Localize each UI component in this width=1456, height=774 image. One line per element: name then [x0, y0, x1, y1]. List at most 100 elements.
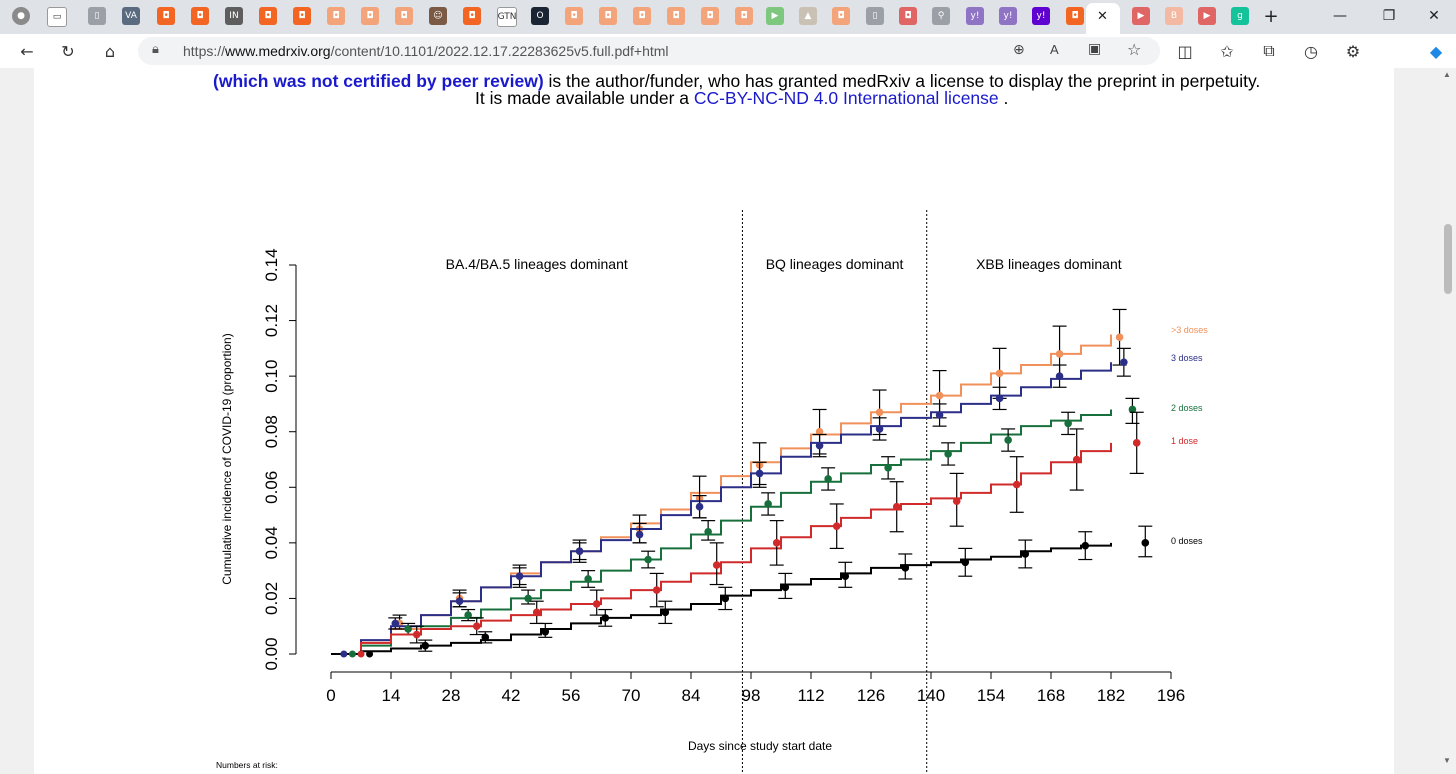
incidence-chart: 0 14 28 42 56 70 84 98 112 126 140 154 168 182 196 0.00…	[216, 210, 1208, 774]
news-tab-icon[interactable]: IN	[225, 7, 243, 25]
profile-icon[interactable]: ●	[12, 7, 30, 25]
substack-tab-icon[interactable]: ◘	[633, 7, 651, 25]
substack-tab-icon[interactable]: ◘	[259, 7, 277, 25]
start-point	[366, 650, 374, 658]
vertical-scrollbar[interactable]: ▲ ▼	[1440, 68, 1456, 774]
estimate-point	[884, 464, 892, 472]
new-tab-icon[interactable]: +	[1263, 5, 1279, 27]
gtn-tab-icon[interactable]: GTN	[497, 7, 517, 27]
substack-tab-icon[interactable]: ◘	[565, 7, 583, 25]
close-tab-icon[interactable]: ✕	[1097, 9, 1108, 24]
va-tab-icon[interactable]: VA	[122, 7, 140, 25]
estimate-point	[541, 627, 550, 636]
favorites-icon[interactable]: ✩	[1220, 41, 1234, 61]
address-bar[interactable]: 🔒︎ https://www.medrxiv.org/content/10.11…	[138, 37, 1160, 65]
home-icon[interactable]: ⌂	[104, 41, 116, 61]
x-tick-label: 0	[326, 686, 335, 705]
y-tick-label: 0.14	[262, 248, 281, 281]
refresh-icon[interactable]: ↻	[61, 41, 75, 61]
substack-tab-icon[interactable]: ◘	[191, 7, 209, 25]
split-screen-icon[interactable]: ◫	[1177, 41, 1193, 61]
extensions-icon[interactable]: ⚙	[1345, 41, 1361, 61]
estimate-point	[391, 619, 400, 628]
legend-entry: 1 dose	[1171, 436, 1198, 446]
estimate-point	[532, 608, 541, 617]
preprint-notice: (which was not certified by peer review)…	[213, 71, 1261, 91]
substack-tab-icon[interactable]: ◘	[667, 7, 685, 25]
period-label: XBB lineages dominant	[976, 256, 1122, 272]
site-tab-icon[interactable]: ◘	[899, 7, 917, 25]
yahoo-tab-icon[interactable]: y!	[966, 7, 984, 25]
browser-toolbar: ← ↻ ⌂ 🔒︎ https://www.medrxiv.org/content…	[0, 34, 1456, 69]
youtube-tab-icon[interactable]: ▶	[1198, 7, 1216, 25]
read-aloud-icon[interactable]: A	[1050, 42, 1059, 57]
period-label: BA.4/BA.5 lineages dominant	[446, 256, 628, 272]
scrollbar-thumb[interactable]	[1444, 224, 1452, 294]
page-tab-icon[interactable]: ▯	[866, 7, 884, 25]
scroll-up-icon[interactable]: ▲	[1443, 70, 1451, 79]
favorite-star-icon[interactable]: ☆	[1127, 40, 1142, 59]
estimate-point	[695, 502, 704, 511]
youtube-tab-icon[interactable]: ▶	[1132, 7, 1150, 25]
substack-tab-icon[interactable]: ◘	[1066, 7, 1084, 25]
legend-entry: 3 doses	[1171, 353, 1203, 363]
history-icon[interactable]: ◷	[1304, 41, 1318, 61]
estimate-point	[481, 633, 490, 642]
substack-tab-icon[interactable]: ◘	[599, 7, 617, 25]
substack-tab-icon[interactable]: ◘	[735, 7, 753, 25]
substack-tab-icon[interactable]: ◘	[327, 7, 345, 25]
substack-tab-icon[interactable]: ◘	[293, 7, 311, 25]
back-arrow-icon[interactable]: ←	[20, 41, 34, 61]
x-axis-title: Days since study start date	[688, 739, 832, 753]
license-link[interactable]: CC-BY-NC-ND 4.0 International license	[693, 88, 999, 108]
o-tab-icon[interactable]: O	[531, 7, 549, 25]
y-tick-label: 0.12	[262, 304, 281, 337]
substack-tab-icon[interactable]: ◘	[395, 7, 413, 25]
x-tick-label: 70	[622, 686, 641, 705]
substack-tab-icon[interactable]: ◘	[701, 7, 719, 25]
estimate-point	[995, 369, 1004, 378]
tab-actions-icon[interactable]: ▭	[47, 7, 67, 27]
substack-tab-icon[interactable]: ◘	[361, 7, 379, 25]
estimate-point	[404, 625, 412, 633]
x-tick-label: 154	[977, 686, 1005, 705]
estimate-point	[824, 475, 832, 483]
yahoo-tab-icon[interactable]: y!	[999, 7, 1017, 25]
zoom-icon[interactable]: ⊕	[1013, 42, 1025, 58]
x-tick-label: 14	[382, 686, 401, 705]
collections-icon[interactable]: ⧉	[1263, 41, 1275, 60]
series-line	[331, 542, 1112, 655]
rumble-tab-icon[interactable]: ▶	[766, 7, 784, 25]
b-tab-icon[interactable]: B	[1165, 7, 1183, 25]
estimate-point	[892, 502, 901, 511]
minimize-icon[interactable]: —	[1333, 8, 1347, 24]
profile-tab-icon[interactable]: ☺	[429, 7, 447, 25]
close-window-icon[interactable]: ✕	[1428, 8, 1440, 24]
estimate-point	[764, 500, 772, 508]
license-notice: It is made available under a CC-BY-NC-ND…	[475, 88, 1009, 108]
substack-tab-icon[interactable]: ◘	[157, 7, 175, 25]
copilot-icon[interactable]: ◆	[1429, 41, 1443, 61]
estimate-point	[1132, 439, 1141, 447]
immersive-reader-icon[interactable]: ▣	[1088, 41, 1102, 57]
legend-entry: >3 doses	[1171, 325, 1208, 335]
substack-tab-icon[interactable]: ◘	[832, 7, 850, 25]
lock-icon[interactable]: 🔒︎	[152, 42, 159, 57]
estimate-point	[755, 469, 764, 478]
estimate-point	[1055, 372, 1064, 380]
yahoo-tab-icon[interactable]: y!	[1032, 7, 1050, 25]
scroll-down-icon[interactable]: ▼	[1443, 756, 1451, 765]
start-point	[348, 650, 356, 658]
x-tick-label: 182	[1097, 686, 1125, 705]
tab-strip: ● ▭ ▯ VA ◘ ◘ IN ◘ ◘ ◘ ◘ ◘ ☺ ◘ GTN O ◘ ◘ ◘ ◘ ◘ ◘ ▶ ▲ ◘ ▯ ◘ ⚲ y! y! y! ◘…	[0, 0, 1456, 34]
substack-tab-icon[interactable]: ◘	[463, 7, 481, 25]
page-tab-icon[interactable]: ▯	[88, 7, 106, 25]
active-tab[interactable]: ✕	[1086, 3, 1120, 34]
y-tick-label: 0.00	[262, 637, 281, 670]
grammarly-tab-icon[interactable]: g	[1231, 7, 1249, 25]
site-tab-icon[interactable]: ▲	[799, 7, 817, 25]
search-tab-icon[interactable]: ⚲	[932, 7, 950, 25]
estimate-point	[455, 597, 464, 606]
url-text[interactable]: https://www.medrxiv.org/content/10.1101/…	[183, 43, 669, 59]
maximize-icon[interactable]: ❐	[1382, 8, 1396, 24]
